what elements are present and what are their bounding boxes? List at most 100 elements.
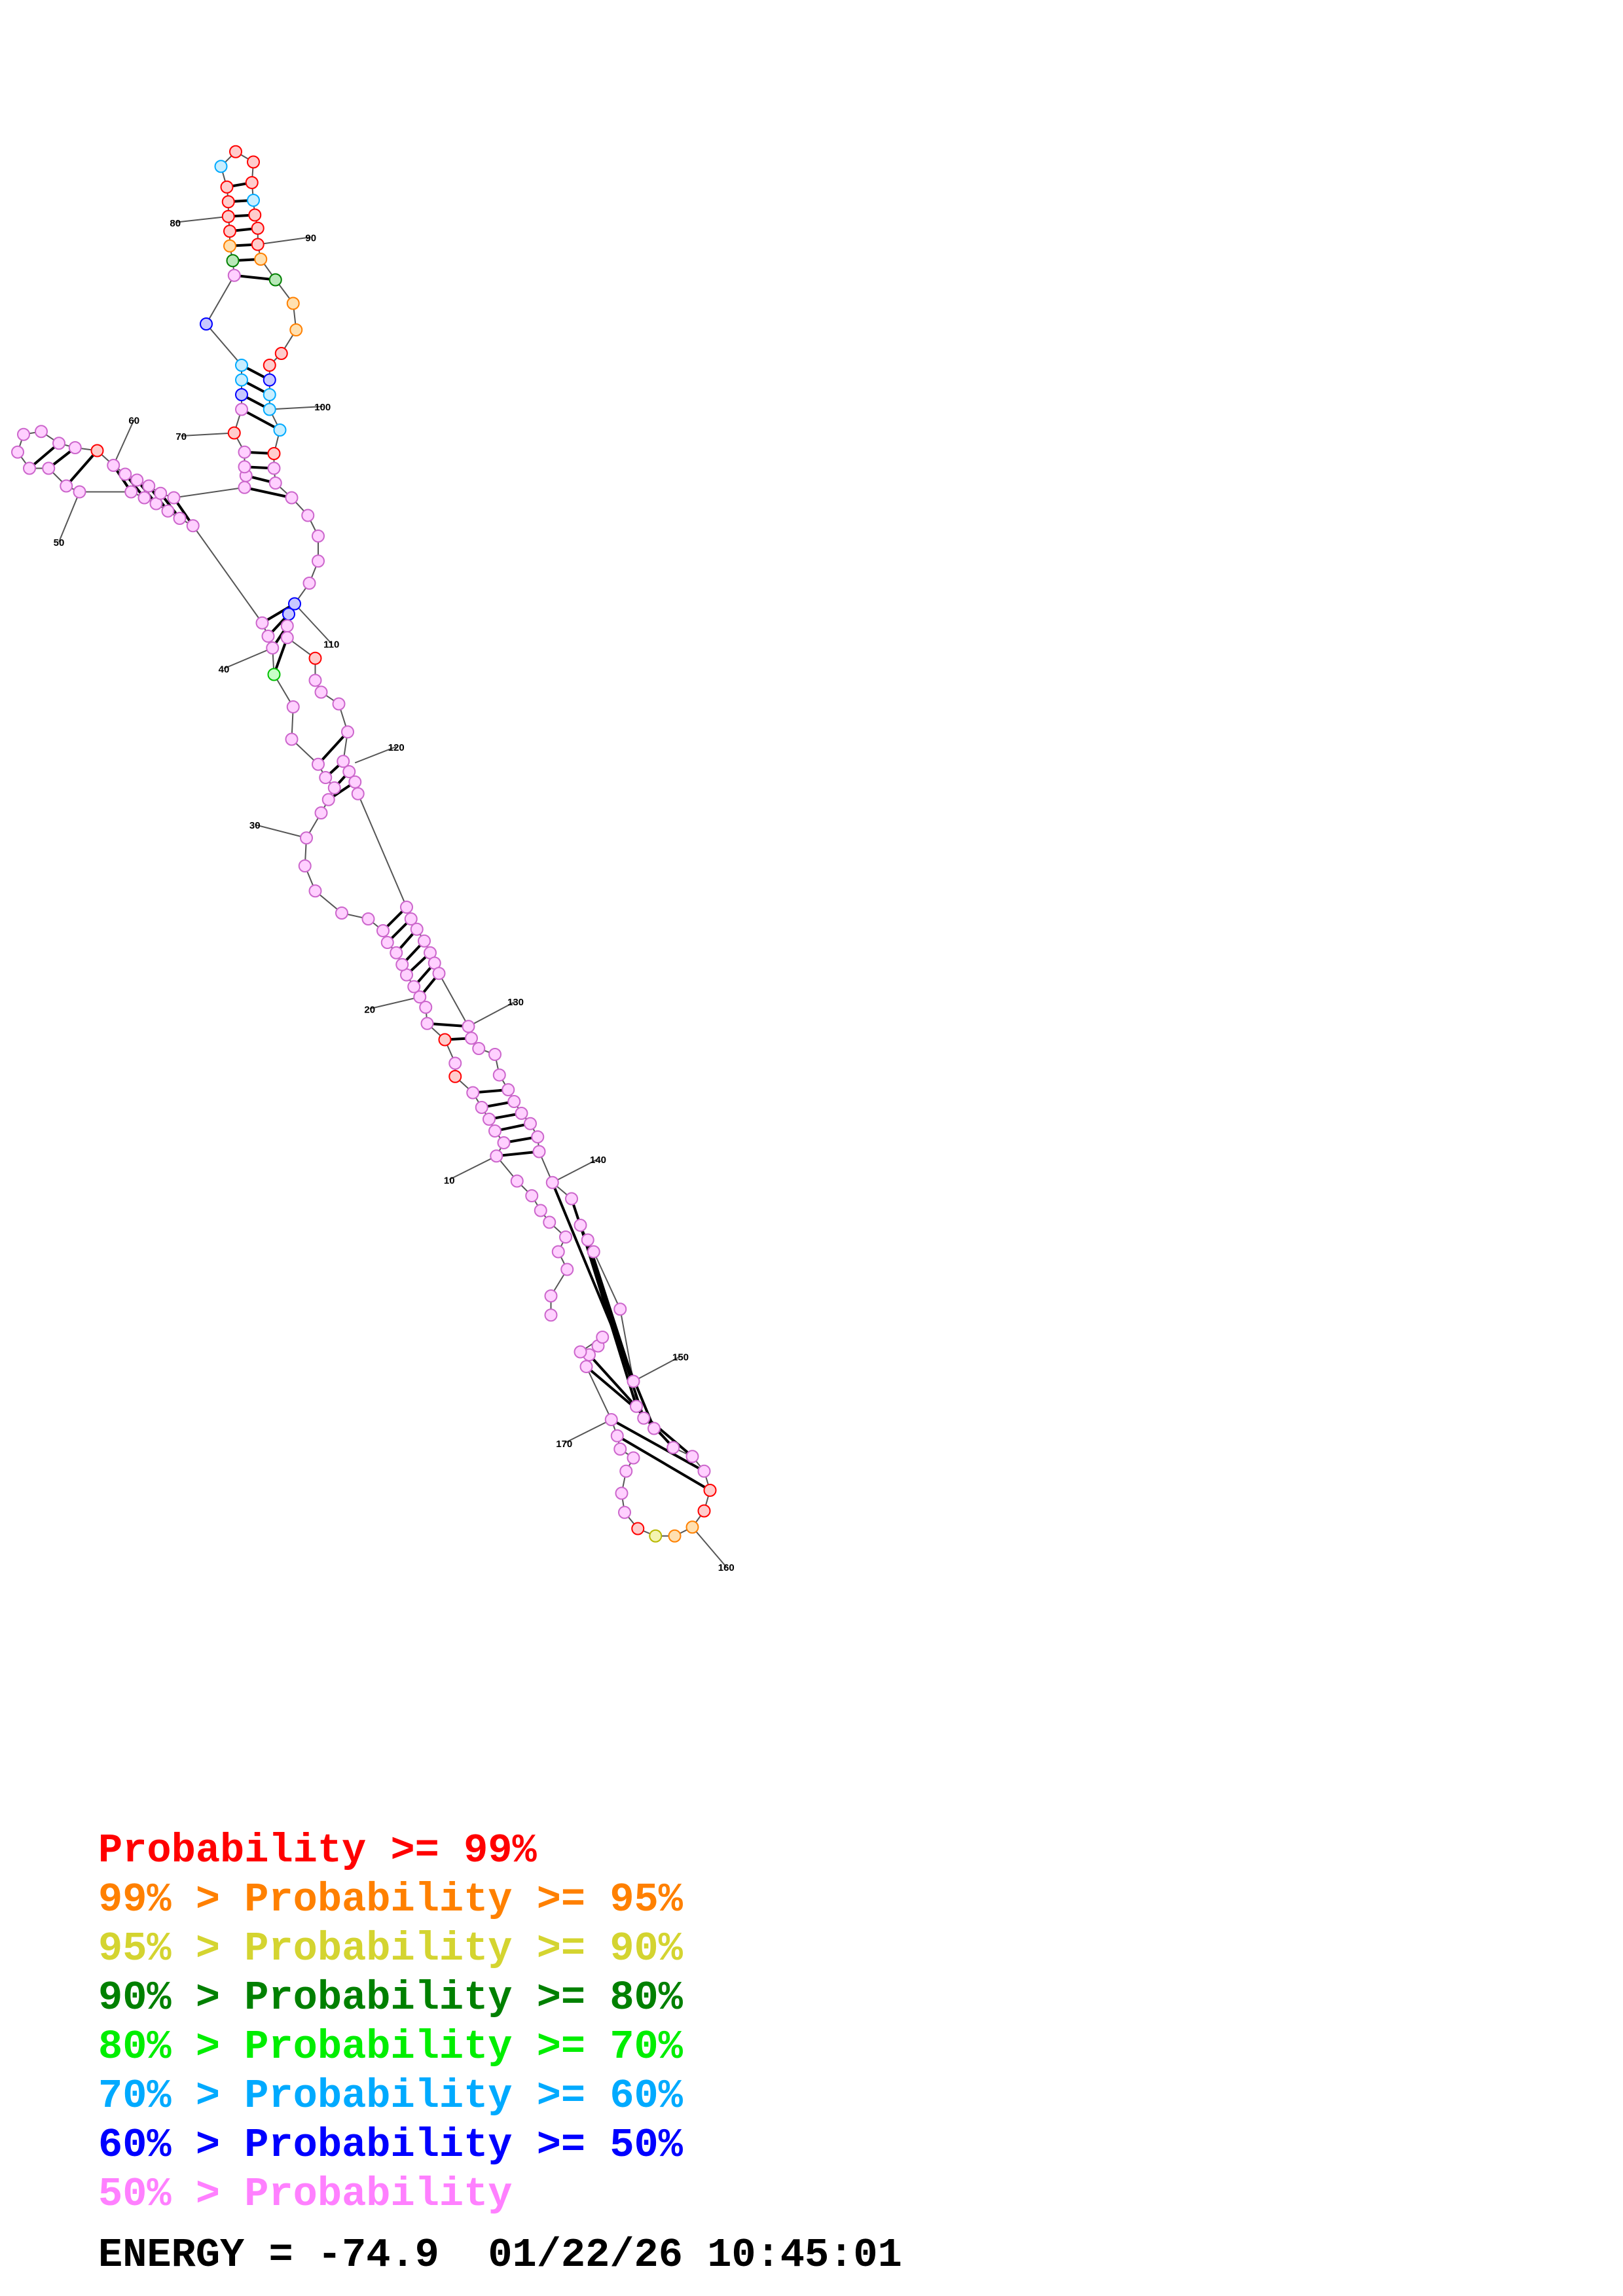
nucleotide — [130, 473, 144, 487]
nucleotide — [627, 1374, 640, 1388]
nucleotide — [267, 668, 281, 681]
nucleotide — [438, 1033, 452, 1047]
nucleotide — [462, 1020, 475, 1033]
position-label: 70 — [175, 431, 187, 442]
nucleotide — [52, 437, 65, 450]
base-pair-bond — [586, 1239, 635, 1382]
position-tick — [257, 236, 311, 245]
base-pair-bond — [496, 1150, 539, 1158]
legend-prefix: 60% > — [98, 2122, 245, 2168]
nucleotide — [285, 491, 299, 505]
legend-label: Probability >= 80% — [244, 1975, 683, 2021]
nucleotide — [154, 486, 168, 500]
position-label: 100 — [314, 402, 331, 413]
nucleotide — [579, 1360, 593, 1373]
nucleotide — [229, 145, 242, 158]
position-label: 90 — [305, 232, 316, 243]
legend-row: 50% > Probability — [98, 2170, 683, 2219]
nucleotide — [137, 491, 151, 505]
nucleotide — [308, 884, 322, 898]
position-tick — [354, 745, 397, 764]
nucleotide — [286, 296, 300, 310]
base-pair-bond — [616, 1435, 711, 1492]
nucleotide — [560, 1263, 574, 1276]
base-pair-bond — [65, 450, 99, 487]
nucleotide — [630, 1399, 643, 1413]
nucleotide — [604, 1413, 618, 1426]
position-tick — [369, 996, 420, 1010]
legend-row: 60% > Probability >= 50% — [98, 2121, 683, 2170]
nucleotide — [214, 160, 228, 173]
base-pair-bond — [427, 1022, 469, 1028]
nucleotide — [613, 1443, 627, 1456]
nucleotide — [235, 359, 248, 372]
nucleotide — [186, 519, 200, 533]
nucleotide — [337, 755, 350, 768]
nucleotide — [107, 459, 120, 472]
backbone-path — [16, 151, 711, 1537]
nucleotide — [341, 725, 354, 739]
nucleotide — [263, 373, 276, 387]
position-label: 120 — [388, 742, 405, 753]
position-tick — [691, 1526, 727, 1568]
nucleotide — [581, 1233, 594, 1247]
nucleotide — [280, 631, 294, 645]
nucleotide — [263, 403, 276, 416]
nucleotide — [227, 268, 241, 282]
position-label: 160 — [718, 1562, 735, 1573]
nucleotide — [390, 946, 403, 960]
position-label: 140 — [590, 1155, 606, 1166]
nucleotide — [448, 1056, 462, 1070]
energy-value: -74.9 — [317, 2232, 439, 2278]
nucleotide — [472, 1042, 486, 1055]
position-label: 50 — [54, 537, 65, 548]
nucleotide — [407, 980, 421, 994]
base-pair-bond — [610, 1418, 705, 1473]
position-tick — [269, 406, 323, 410]
nucleotide — [475, 1101, 488, 1114]
nucleotide — [247, 194, 260, 207]
nucleotide — [490, 1149, 503, 1163]
nucleotide — [413, 990, 427, 1004]
nucleotide — [400, 901, 413, 914]
nucleotide — [544, 1289, 558, 1302]
nucleotide — [268, 476, 282, 490]
nucleotide — [314, 806, 328, 819]
legend-prefix: 99% > — [98, 1876, 245, 1923]
probability-legend: Probability >= 99% 99% > Probability >= … — [98, 1826, 683, 2219]
nucleotide — [395, 958, 409, 971]
nucleotide — [289, 323, 303, 336]
nucleotide — [221, 209, 235, 223]
legend-row: 90% > Probability >= 80% — [98, 1973, 683, 2022]
nucleotide — [531, 1130, 545, 1143]
position-tick — [175, 215, 228, 223]
nucleotide — [23, 461, 36, 475]
nucleotide — [543, 1215, 556, 1229]
nucleotide — [17, 427, 30, 441]
legend-label: Probability >= 50% — [244, 2122, 683, 2168]
nucleotide — [227, 426, 241, 440]
base-pair-bond — [241, 408, 281, 431]
legend-label: Probability >= 95% — [244, 1876, 683, 1923]
legend-row: 99% > Probability >= 95% — [98, 1875, 683, 1924]
nucleotide — [515, 1107, 528, 1120]
nucleotide — [266, 641, 280, 655]
nucleotide — [510, 1174, 524, 1188]
position-tick — [58, 492, 81, 543]
legend-row: 80% > Probability >= 70% — [98, 2022, 683, 2072]
nucleotide — [637, 1411, 651, 1425]
nucleotide — [286, 700, 300, 713]
nucleotide — [273, 423, 287, 437]
nucleotide — [545, 1175, 559, 1189]
nucleotide-circles — [11, 145, 717, 1543]
nucleotide — [90, 444, 104, 457]
nucleotide — [618, 1505, 631, 1519]
nucleotide — [532, 1145, 546, 1158]
nucleotide — [685, 1520, 699, 1534]
nucleotide — [488, 1048, 501, 1061]
nucleotide — [631, 1522, 645, 1535]
nucleotide — [312, 554, 325, 568]
base-pair-bonds — [28, 181, 711, 1492]
nucleotide — [507, 1095, 521, 1108]
nucleotide — [697, 1464, 711, 1478]
